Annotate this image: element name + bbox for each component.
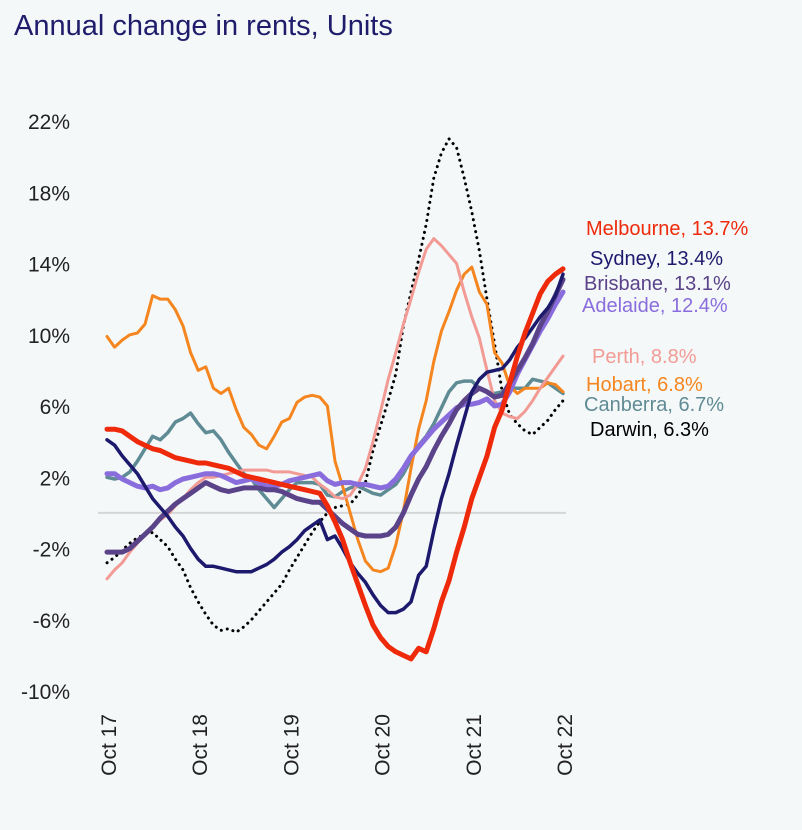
series-line-melbourne bbox=[104, 266, 566, 662]
series-lines bbox=[104, 137, 566, 662]
x-tick-label: Oct 19 bbox=[280, 714, 303, 776]
x-axis: Oct 17 Oct 18 Oct 19 Oct 20 Oct 21 Oct 22 bbox=[98, 714, 577, 776]
series-label-melbourne: Melbourne, 13.7% bbox=[586, 218, 749, 240]
x-tick-label: Oct 18 bbox=[189, 714, 212, 776]
series-line-hobart bbox=[105, 265, 565, 574]
series-labels: Melbourne, 13.7% Sydney, 13.4% Brisbane, 1… bbox=[582, 218, 749, 441]
y-tick-label: 10% bbox=[28, 325, 70, 348]
y-tick-label: 18% bbox=[28, 182, 70, 205]
x-tick-label: Oct 20 bbox=[372, 714, 395, 776]
series-label-brisbane: Brisbane, 13.1% bbox=[584, 273, 731, 295]
x-tick-label: Oct 17 bbox=[98, 714, 121, 776]
y-tick-label: -6% bbox=[33, 610, 70, 633]
series-line-brisbane bbox=[104, 277, 566, 555]
series-label-adelaide: Adelaide, 12.4% bbox=[582, 295, 728, 317]
series-label-canberra: Canberra, 6.7% bbox=[584, 394, 724, 416]
chart-title: Annual change in rents, Units bbox=[14, 10, 393, 42]
series-line-darwin bbox=[105, 137, 565, 634]
series-label-darwin: Darwin, 6.3% bbox=[590, 419, 709, 441]
y-tick-label: 14% bbox=[28, 254, 70, 277]
series-label-sydney: Sydney, 13.4% bbox=[590, 248, 723, 270]
y-tick-label: 6% bbox=[40, 396, 70, 419]
x-tick-label: Oct 22 bbox=[554, 714, 577, 776]
y-tick-label: 22% bbox=[28, 111, 70, 134]
y-axis: 22% 18% 14% 10% 6% 2% -2% -6% -10% bbox=[21, 111, 70, 704]
series-line-sydney bbox=[105, 272, 565, 615]
x-tick-label: Oct 21 bbox=[463, 714, 486, 776]
y-tick-label: -2% bbox=[33, 539, 70, 562]
y-tick-label: 2% bbox=[40, 467, 70, 490]
series-label-perth: Perth, 8.8% bbox=[592, 346, 697, 368]
y-tick-label: -10% bbox=[21, 681, 70, 704]
series-line-adelaide bbox=[104, 289, 566, 493]
series-label-hobart: Hobart, 6.8% bbox=[586, 374, 703, 396]
